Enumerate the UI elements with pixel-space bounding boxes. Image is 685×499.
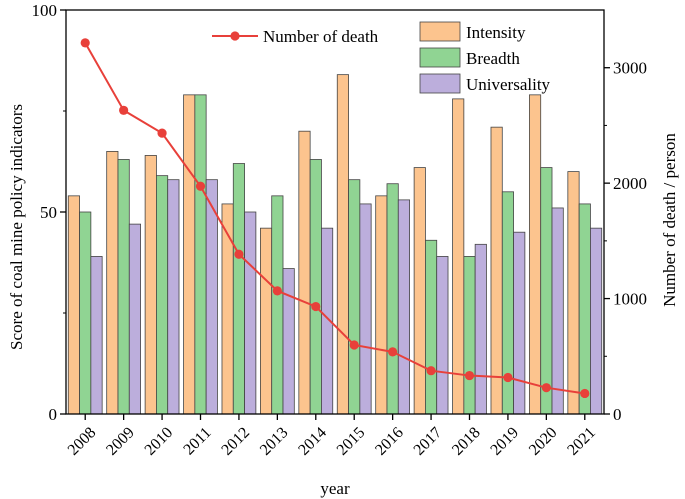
death-point-2015 — [349, 340, 359, 350]
bar-intensity-2008 — [67, 195, 80, 415]
bar-universality-2010 — [167, 179, 180, 415]
death-point-2008 — [80, 38, 90, 48]
legend-label-intensity: Intensity — [466, 23, 526, 42]
bar-universality-2020 — [551, 207, 564, 415]
death-point-2020 — [541, 383, 551, 393]
death-point-2021 — [580, 388, 590, 399]
bar-universality-2008 — [90, 256, 103, 415]
legend-line-marker — [230, 31, 240, 41]
death-point-2016 — [388, 347, 398, 357]
legend-swatch-universality — [419, 73, 461, 94]
death-point-2013 — [272, 286, 282, 296]
x-tick-label: 2021 — [564, 424, 599, 459]
x-tick-label: 2020 — [526, 424, 561, 459]
bar-universality-2013 — [282, 268, 295, 415]
bar-breadth-2014 — [309, 159, 322, 415]
death-point-2018 — [464, 370, 475, 381]
legend-swatch-breadth — [419, 47, 461, 68]
bar-universality-2009 — [128, 223, 141, 415]
bar-breadth-2009 — [117, 159, 130, 415]
x-tick-label: 2015 — [334, 424, 369, 459]
death-point-2010 — [157, 128, 167, 138]
legend-swatch-intensity — [419, 21, 461, 42]
bar-breadth-2020 — [540, 167, 553, 415]
right-tick-label: 1000 — [613, 290, 647, 309]
right-axis-title: Number of death / person — [660, 133, 679, 307]
bar-intensity-2011 — [183, 94, 196, 415]
bar-intensity-2013 — [260, 227, 273, 415]
x-tick-label: 2009 — [103, 424, 138, 459]
death-point-2009 — [119, 105, 129, 115]
death-point-2012 — [234, 249, 244, 259]
bar-universality-2019 — [513, 231, 526, 415]
bar-breadth-2008 — [79, 211, 92, 415]
x-tick-label: 2012 — [218, 424, 253, 459]
bar-intensity-2015 — [336, 74, 349, 415]
death-point-2017 — [426, 366, 436, 376]
bar-breadth-2018 — [463, 256, 476, 415]
x-tick-label: 2016 — [372, 424, 407, 459]
bar-breadth-2013 — [271, 195, 284, 415]
bar-intensity-2020 — [529, 94, 542, 415]
right-tick-label: 0 — [613, 405, 622, 424]
bar-breadth-2015 — [348, 179, 361, 415]
right-tick-label: 2000 — [613, 174, 647, 193]
bar-intensity-2010 — [144, 155, 157, 415]
death-line-layer — [80, 38, 590, 399]
x-tick-label: 2010 — [142, 424, 177, 459]
bar-intensity-2014 — [298, 130, 311, 415]
death-point-2019 — [503, 372, 513, 383]
x-tick-label: 2018 — [449, 424, 484, 459]
bar-intensity-2018 — [452, 98, 465, 415]
x-tick-label: 2017 — [411, 424, 446, 459]
bar-intensity-2009 — [106, 150, 119, 415]
right-tick-label: 3000 — [613, 59, 647, 78]
legend-label-breadth: Breadth — [466, 49, 520, 68]
x-axis-title: year — [320, 479, 350, 498]
x-tick-label: 2013 — [257, 424, 292, 459]
bar-breadth-2010 — [156, 175, 169, 415]
death-line — [84, 42, 585, 395]
x-tick-label: 2014 — [295, 424, 330, 459]
bar-universality-2015 — [359, 203, 372, 415]
bars-layer — [67, 74, 603, 415]
left-axis-title: Score of coal mine policy indicators — [7, 104, 26, 350]
bar-breadth-2017 — [425, 239, 438, 415]
bar-intensity-2021 — [567, 171, 580, 415]
x-tick-label: 2019 — [487, 424, 522, 459]
left-tick-label: 50 — [40, 203, 57, 222]
bar-breadth-2011 — [194, 94, 207, 415]
bar-breadth-2012 — [232, 163, 245, 415]
bar-breadth-2016 — [386, 183, 399, 415]
bar-breadth-2021 — [578, 203, 591, 415]
bar-intensity-2016 — [375, 195, 388, 415]
bar-universality-2017 — [436, 256, 449, 415]
bar-universality-2016 — [397, 199, 410, 415]
legend: Number of death Intensity Breadth Universal… — [212, 21, 551, 94]
bar-universality-2018 — [474, 243, 487, 415]
x-tick-label: 2008 — [65, 424, 100, 459]
x-tick-label: 2011 — [180, 424, 214, 458]
bar-intensity-2019 — [490, 126, 503, 415]
legend-label-number-of-death: Number of death — [263, 27, 379, 46]
bar-universality-2012 — [244, 211, 257, 415]
death-point-2011 — [195, 181, 206, 191]
left-tick-label: 0 — [49, 405, 58, 424]
bar-intensity-2017 — [413, 167, 426, 415]
bar-universality-2021 — [590, 227, 603, 415]
left-tick-label: 100 — [32, 1, 58, 20]
death-point-2014 — [311, 301, 321, 312]
legend-label-universality: Universality — [466, 75, 551, 94]
